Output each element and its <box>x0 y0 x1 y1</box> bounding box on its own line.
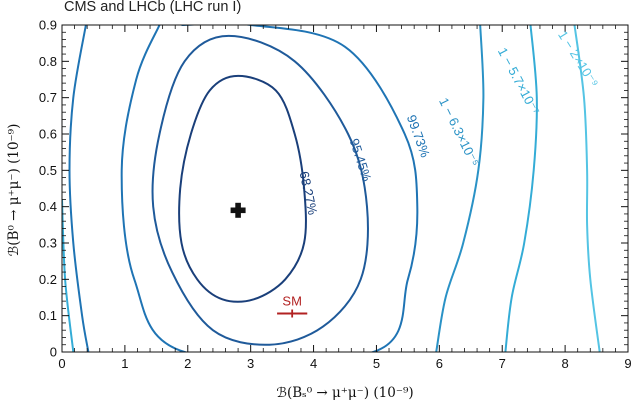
x-tick-label: 8 <box>561 356 568 371</box>
contour-line-5 <box>573 25 601 352</box>
contour-label-1: 95.45% <box>347 137 375 184</box>
contour-line-4 <box>504 25 538 352</box>
markers: SM <box>230 202 308 318</box>
sm-marker <box>277 309 308 318</box>
contour-line-0 <box>178 74 307 303</box>
x-tick-label: 7 <box>499 356 506 371</box>
x-tick-label: 5 <box>373 356 380 371</box>
x-tick-label: 3 <box>247 356 254 371</box>
sm-label: SM <box>282 293 302 308</box>
contour-line-1 <box>151 34 369 346</box>
contour-label-2: 99.73% <box>404 113 433 160</box>
x-tick-label: 9 <box>624 356 631 371</box>
contour-line-2 <box>120 25 419 352</box>
y-tick-label: 0.1 <box>39 308 57 323</box>
y-tick-label: 0 <box>50 345 57 360</box>
x-tick-label: 6 <box>436 356 443 371</box>
contour-label-0: 68.27% <box>297 170 321 217</box>
contour-line-3 <box>435 25 485 352</box>
y-tick-label: 0.8 <box>39 54 57 69</box>
x-tick-label: 1 <box>121 356 128 371</box>
contour-line-6 <box>68 25 90 352</box>
y-axis-label: ℬ(B⁰ → μ⁺μ⁻) (10⁻⁹) <box>6 124 22 257</box>
x-tick-label: 2 <box>184 356 191 371</box>
chart-title: CMS and LHCb (LHC run I) <box>64 0 242 15</box>
y-tick-label: 0.5 <box>39 163 57 178</box>
contour-label-3: 1 − 6.3×10⁻⁵ <box>436 95 482 168</box>
x-axis-label: ℬ(Bₛ⁰ → μ⁺μ⁻) (10⁻⁹) <box>276 385 413 401</box>
x-tick-label: 4 <box>310 356 317 371</box>
y-tick-label: 0.3 <box>39 236 57 251</box>
plot-frame <box>61 24 629 353</box>
y-tick-label: 0.6 <box>39 127 57 142</box>
y-tick-label: 0.9 <box>39 18 57 33</box>
x-tick-label: 0 <box>58 356 65 371</box>
y-tick-label: 0.2 <box>39 272 57 287</box>
y-tick-label: 0.7 <box>39 90 57 105</box>
contour-label-5: 1 − 2×10⁻⁹ <box>555 28 602 90</box>
contour-lines <box>62 25 601 352</box>
y-tick-label: 0.4 <box>39 199 57 214</box>
best-fit-marker <box>230 202 246 218</box>
axis-ticks: 0 1 2 3 4 5 6 7 8 9 0 0.1 0.2 0.3 0.4 0.5 0.6 0.7 0.8 0.9 <box>39 18 632 372</box>
